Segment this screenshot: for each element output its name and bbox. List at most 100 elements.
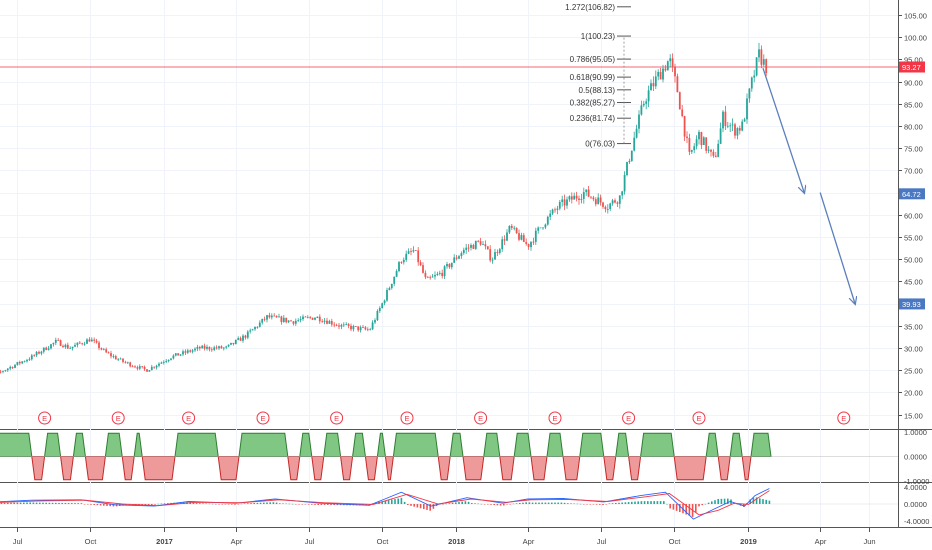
- candle-body: [14, 364, 16, 368]
- candle-body: [323, 320, 326, 322]
- macd-histogram-bar: [394, 499, 396, 504]
- candle-body: [431, 276, 434, 278]
- macd-histogram-bar: [263, 502, 265, 504]
- candle-body: [599, 197, 602, 203]
- macd-histogram-bar: [151, 504, 153, 506]
- candle-body: [746, 98, 748, 120]
- candle-body: [587, 189, 590, 197]
- macd-histogram-bar: [688, 504, 691, 516]
- macd-histogram-bar: [442, 504, 444, 505]
- macd-histogram-bar: [656, 501, 659, 504]
- earnings-marker[interactable]: [837, 411, 851, 425]
- earnings-marker[interactable]: [256, 411, 270, 425]
- x-tick-label: Jul: [13, 537, 23, 546]
- macd-histogram-bar: [407, 504, 409, 506]
- macd-histogram-bar: [538, 502, 540, 504]
- macd-histogram-bar: [234, 504, 236, 505]
- candle-body: [165, 361, 168, 362]
- candle-body: [131, 366, 134, 368]
- macd-histogram-bar: [467, 501, 470, 504]
- time-axis[interactable]: Jul Oct 2017 Apr Jul Oct 2018 Apr Jul Oct 2019 Apr J…: [13, 528, 932, 546]
- candle-body: [179, 354, 182, 356]
- candle-body: [462, 249, 465, 254]
- candle-body: [390, 283, 393, 289]
- projection-arrow[interactable]: [762, 67, 804, 192]
- candle-body: [611, 200, 614, 204]
- earnings-marker[interactable]: [330, 411, 344, 425]
- candle-body: [429, 277, 432, 279]
- candle-body: [527, 243, 530, 248]
- macd-histogram-bar: [432, 504, 435, 509]
- candle-body: [136, 367, 139, 369]
- macd-histogram-bar: [0, 502, 3, 504]
- candle-body: [678, 92, 681, 110]
- macd-histogram-bar: [519, 503, 521, 504]
- earnings-marker[interactable]: [474, 411, 488, 425]
- candle-body: [374, 320, 376, 323]
- candle-body: [153, 366, 156, 368]
- candle-body: [762, 59, 765, 65]
- macd-histogram-bar: [237, 504, 239, 505]
- oscillator-positive-band: [483, 432, 501, 457]
- macd-histogram-bar: [669, 504, 671, 509]
- candle-body: [395, 271, 398, 277]
- projection-arrow[interactable]: [819, 192, 855, 304]
- macd-histogram-bar: [480, 503, 483, 505]
- macd-histogram-bar: [51, 502, 54, 504]
- earnings-marker[interactable]: [400, 411, 414, 425]
- macd-histogram-bar: [451, 502, 454, 504]
- earnings-marker[interactable]: [38, 411, 52, 425]
- candle-body: [434, 275, 436, 277]
- macd-histogram-bar: [567, 503, 569, 504]
- candle-body: [21, 361, 24, 364]
- macd-histogram-bar: [698, 504, 700, 507]
- y-tick-label: 20.00: [904, 389, 923, 398]
- candle-body: [275, 315, 278, 318]
- candle-body: [2, 371, 4, 372]
- candle-body: [119, 358, 122, 360]
- candle-body: [494, 252, 496, 260]
- macd-histogram-bar: [205, 503, 207, 505]
- macd-histogram-bar: [23, 502, 25, 504]
- candle-body: [532, 241, 535, 243]
- earnings-marker[interactable]: [548, 411, 562, 425]
- macd-histogram-bar: [768, 500, 771, 504]
- macd-histogram-bar: [384, 500, 387, 504]
- projection-arrows[interactable]: [762, 67, 855, 304]
- earnings-marker-label: E: [116, 414, 121, 423]
- candle-body: [186, 350, 189, 353]
- candle-body: [534, 230, 537, 242]
- candle-body: [407, 251, 410, 254]
- earnings-marker[interactable]: [182, 411, 196, 425]
- price-labels: 93.27 64.72 39.93: [899, 61, 925, 310]
- candle-body: [750, 77, 753, 89]
- x-tick-label: Oct: [377, 537, 390, 546]
- macd-histogram-bar: [531, 502, 534, 504]
- candle-body: [189, 350, 192, 352]
- candle-body: [669, 58, 672, 62]
- macd-histogram-bar: [650, 501, 652, 504]
- macd-histogram-bar: [64, 503, 67, 504]
- earnings-marker[interactable]: [692, 411, 706, 425]
- candle-body: [446, 264, 448, 267]
- fib-level-label: 1(100.23): [581, 32, 616, 41]
- macd-histogram-bar: [679, 504, 681, 513]
- macd-histogram-bar: [208, 503, 211, 505]
- candle-body: [734, 124, 736, 136]
- candle-body: [664, 68, 667, 71]
- price-axis[interactable]: 15.0020.0025.0030.0035.0040.0045.0050.00…: [898, 12, 927, 421]
- candle-body: [501, 239, 504, 250]
- candle-body: [38, 351, 40, 354]
- macd-histogram-bar: [256, 502, 259, 504]
- macd-histogram-bar: [749, 499, 751, 504]
- earnings-marker[interactable]: [622, 411, 636, 425]
- oscillator-tick-label: -1.0000: [904, 477, 929, 486]
- earnings-marker[interactable]: [111, 411, 125, 425]
- candle-body: [578, 198, 580, 200]
- candle-body: [609, 203, 612, 210]
- fibonacci-levels[interactable]: 1.272(106.82) 1(100.23) 0.786(95.05) 0.618(…: [565, 3, 631, 149]
- macd-histogram-bar: [16, 502, 19, 504]
- macd-histogram-bar: [199, 503, 201, 504]
